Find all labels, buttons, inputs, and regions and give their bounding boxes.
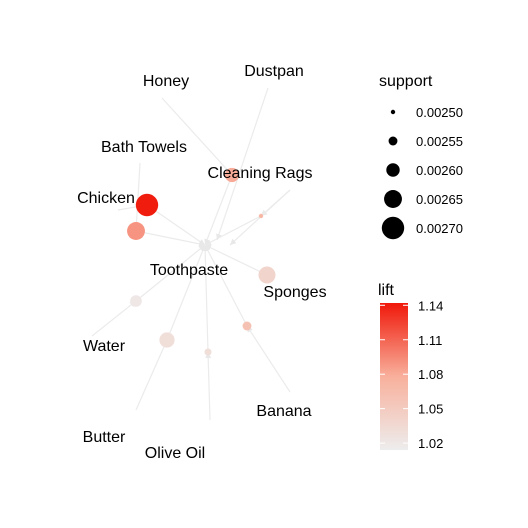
item-label-butter: Butter: [83, 429, 126, 446]
edges-layer: [91, 87, 291, 421]
edge-out-4: [204, 244, 268, 276]
lift-colorbar: [380, 303, 408, 450]
rule-node-1: [127, 222, 145, 240]
support-legend-value-1: 0.00255: [416, 134, 463, 149]
edge-out-5: [204, 244, 248, 327]
edge-out-8: [202, 244, 209, 353]
item-label-sponges: Sponges: [263, 284, 326, 301]
rule-node-0: [135, 193, 159, 217]
rule-node-7: [130, 295, 142, 307]
edge-out-3: [204, 215, 262, 246]
support-legend: support 0.00250 0.00255 0.00260 0.00265 0.00…: [379, 73, 463, 240]
edge-in-5: [246, 325, 291, 393]
rule-node-6: [159, 332, 175, 348]
lift-legend-value-4: 1.02: [418, 436, 443, 451]
support-legend-dot-4: [381, 216, 405, 240]
lift-legend-value-3: 1.05: [418, 402, 443, 417]
edge-out-2: [204, 174, 233, 246]
rule-node-4: [258, 266, 276, 284]
rule-nodes-layer: [127, 167, 276, 356]
item-labels-layer: Honey Dustpan Bath Towels Cleaning Rags Chic…: [77, 63, 326, 462]
rule-node-8: [204, 348, 212, 356]
edge-in-2: [161, 97, 233, 176]
support-legend-dot-3: [384, 190, 402, 208]
item-label-banana: Banana: [256, 403, 311, 420]
item-label-bath-towels: Bath Towels: [101, 139, 187, 156]
lift-legend-value-1: 1.11: [418, 333, 442, 348]
edge-out-0: [146, 204, 206, 246]
support-legend-value-0: 0.00250: [416, 105, 463, 120]
support-legend-dot-0: [390, 109, 396, 115]
item-label-cleaning-rags: Cleaning Rags: [208, 165, 313, 182]
rule-node-5: [242, 321, 252, 331]
edge-extra-0: [216, 87, 269, 241]
edge-out-6: [166, 244, 206, 341]
item-label-chicken: Chicken: [77, 190, 135, 207]
lift-legend: lift 1.14 1.11 1.08 1.05 1.02: [378, 282, 443, 451]
support-legend-dot-1: [388, 136, 398, 146]
rule-node-3: [258, 213, 264, 219]
item-label-water: Water: [83, 338, 126, 355]
support-legend-value-3: 0.00265: [416, 192, 463, 207]
edge-in-1: [133, 162, 141, 232]
edge-in-6: [135, 339, 168, 411]
edge-in-8: [205, 351, 212, 421]
rule-node-2: [224, 167, 240, 183]
support-legend-value-4: 0.00270: [416, 221, 463, 236]
support-legend-value-2: 0.00260: [416, 163, 463, 178]
item-label-toothpaste: Toothpaste: [150, 262, 228, 279]
edge-out-7: [135, 244, 206, 302]
item-label-honey: Honey: [143, 73, 189, 90]
edge-in-7: [91, 300, 137, 337]
item-label-dustpan: Dustpan: [244, 63, 304, 80]
lift-legend-value-0: 1.14: [418, 298, 443, 313]
lift-legend-value-2: 1.08: [418, 367, 443, 382]
support-legend-dot-2: [386, 163, 400, 177]
lift-legend-title: lift: [378, 282, 395, 299]
item-label-olive-oil: Olive Oil: [145, 445, 205, 462]
support-legend-title: support: [379, 73, 433, 90]
edge-out-1: [135, 230, 206, 247]
